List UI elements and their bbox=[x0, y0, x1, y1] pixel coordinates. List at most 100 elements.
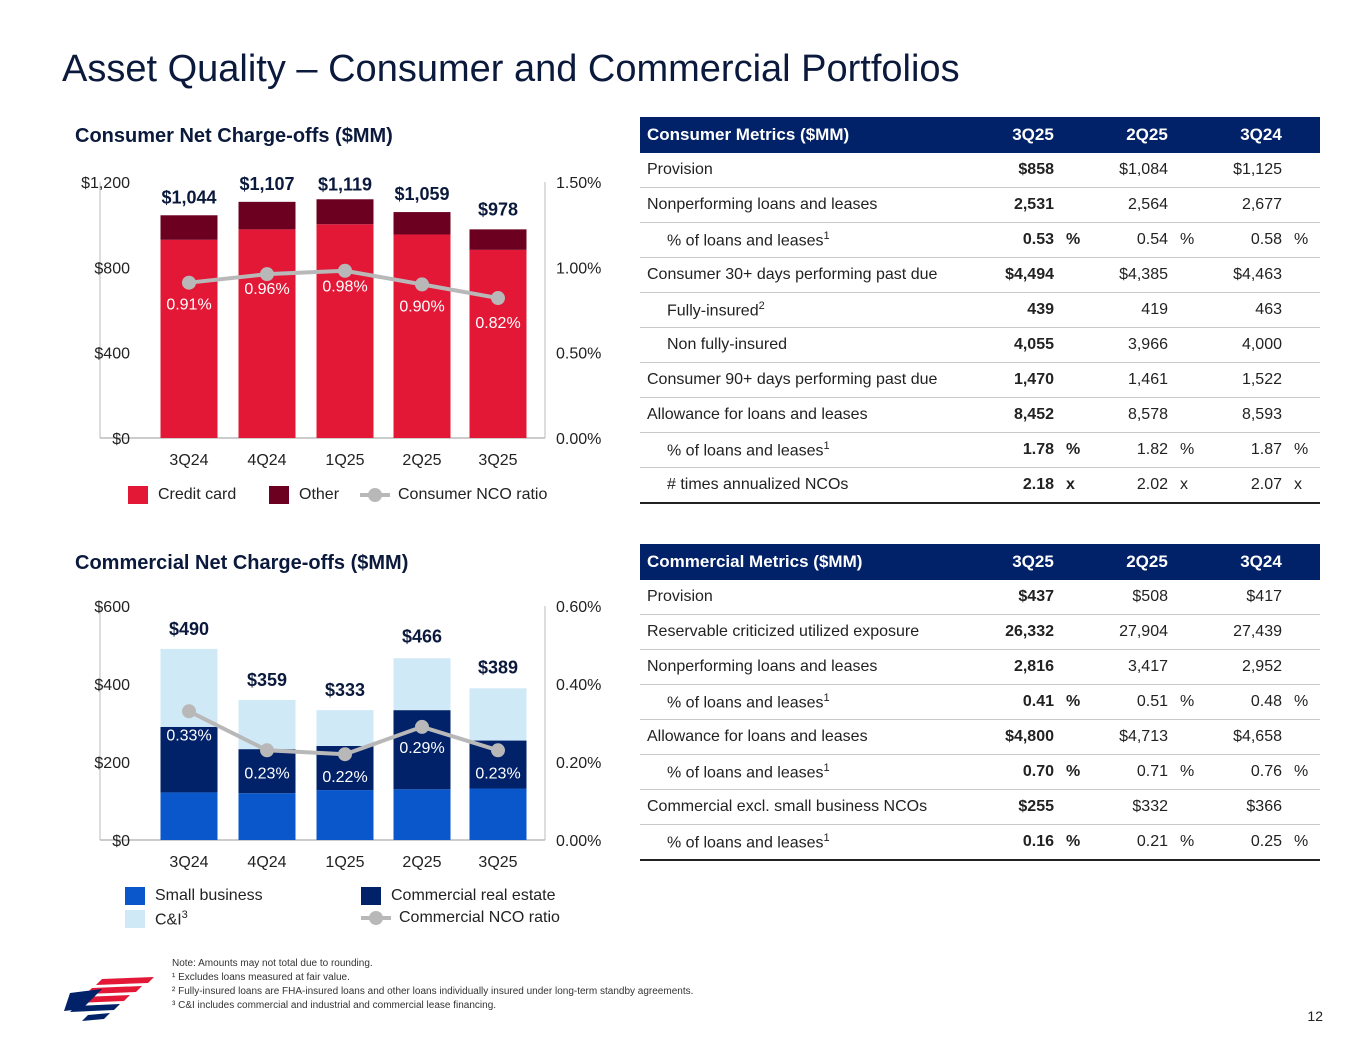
bar-small-business bbox=[393, 789, 451, 840]
cell-unit bbox=[1286, 292, 1320, 328]
row-label: % of loans and leases1 bbox=[640, 824, 978, 861]
cell-value: 0.58 bbox=[1206, 222, 1286, 258]
bar-c-i bbox=[469, 688, 527, 741]
nco-ratio-label: 0.91% bbox=[166, 297, 211, 314]
cell-value: 1.82 bbox=[1092, 432, 1172, 468]
bank-flag-logo bbox=[64, 977, 154, 1021]
x-tick-label: 3Q25 bbox=[478, 854, 517, 871]
bar-small-business bbox=[316, 790, 374, 840]
cell-unit bbox=[1058, 719, 1092, 755]
footnote-ref: 2 bbox=[758, 299, 765, 312]
legend-label: Credit card bbox=[158, 486, 237, 503]
bar-total-label: $1,119 bbox=[318, 174, 372, 194]
cell-value: $508 bbox=[1092, 580, 1172, 615]
column-header: 2Q25 bbox=[1092, 117, 1206, 153]
cell-value: 2.02 bbox=[1092, 467, 1172, 504]
footnote-ref: 1 bbox=[823, 761, 830, 774]
cell-value: $332 bbox=[1092, 789, 1172, 825]
cell-unit bbox=[1286, 153, 1320, 188]
cell-value: $4,658 bbox=[1206, 719, 1286, 755]
nco-ratio-point bbox=[491, 291, 505, 306]
cell-value: 27,439 bbox=[1206, 614, 1286, 650]
legend-item: Credit card bbox=[128, 486, 236, 504]
row-label: Fully-insured2 bbox=[640, 292, 978, 328]
row-label: Nonperforming loans and leases bbox=[640, 649, 978, 685]
row-label-text: Provision bbox=[647, 161, 713, 178]
row-label: Nonperforming loans and leases bbox=[640, 187, 978, 223]
legend-item: Commercial NCO ratio bbox=[361, 909, 560, 927]
legend-item: Consumer NCO ratio bbox=[360, 486, 547, 504]
cell-unit bbox=[1172, 397, 1206, 433]
nco-ratio-label: 0.98% bbox=[322, 279, 367, 296]
row-label: % of loans and leases1 bbox=[640, 684, 978, 720]
cell-unit: % bbox=[1286, 684, 1320, 720]
bar-other bbox=[316, 199, 374, 225]
cell-value: $417 bbox=[1206, 580, 1286, 615]
consumer-metrics-table: Consumer Metrics ($MM) 3Q25 2Q25 3Q24 Provis… bbox=[640, 117, 1320, 504]
cell-unit: % bbox=[1172, 754, 1206, 790]
nco-ratio-label: 0.33% bbox=[166, 727, 211, 744]
cell-value: 0.25 bbox=[1206, 824, 1286, 861]
cell-unit: % bbox=[1286, 754, 1320, 790]
table-row: % of loans and leases1 0.41% 0.51% 0.48% bbox=[640, 684, 1320, 720]
cell-value: 8,452 bbox=[978, 397, 1058, 433]
row-label: % of loans and leases1 bbox=[640, 754, 978, 790]
cell-value: 0.21 bbox=[1092, 824, 1172, 861]
cell-unit: % bbox=[1058, 754, 1092, 790]
legend-item: Other bbox=[269, 486, 339, 504]
y2-tick-label: 0.40% bbox=[556, 677, 601, 694]
row-label-text: % of loans and leases bbox=[667, 834, 824, 852]
cell-value: 8,578 bbox=[1092, 397, 1172, 433]
nco-ratio-point bbox=[260, 743, 274, 758]
cell-value: 1.87 bbox=[1206, 432, 1286, 468]
cell-unit: % bbox=[1172, 824, 1206, 861]
legend-item: Commercial real estate bbox=[361, 887, 556, 905]
cell-unit: x bbox=[1058, 467, 1092, 504]
cell-value: $4,800 bbox=[978, 719, 1058, 755]
legend-swatch bbox=[125, 910, 145, 929]
bar-total-label: $978 bbox=[478, 199, 518, 219]
consumer-nco-chart: $0 $400 $800 $1,200 0.00% 0.50% 1.00% 1.50% 3Q24… bbox=[81, 174, 601, 469]
column-header: 3Q24 bbox=[1206, 117, 1320, 153]
cell-value: $4,385 bbox=[1092, 257, 1172, 293]
table-row: Reservable criticized utilized exposure 2… bbox=[640, 614, 1320, 650]
cell-unit: x bbox=[1286, 467, 1320, 504]
nco-ratio-point bbox=[338, 263, 352, 278]
cell-unit: % bbox=[1286, 432, 1320, 468]
consumer-chart-legend: Credit card Other Consumer NCO ratio bbox=[128, 486, 578, 510]
row-label-text: Nonperforming loans and leases bbox=[647, 196, 878, 213]
row-label: % of loans and leases1 bbox=[640, 222, 978, 258]
row-label-text: # times annualized NCOs bbox=[667, 476, 849, 493]
cell-unit: % bbox=[1172, 432, 1206, 468]
cell-unit: % bbox=[1286, 222, 1320, 258]
bar-commercial-real-estate bbox=[160, 726, 218, 793]
row-label: Allowance for loans and leases bbox=[640, 397, 978, 433]
legend-label: C&I3 bbox=[155, 909, 188, 929]
row-label: # times annualized NCOs bbox=[640, 467, 978, 504]
bar-total-label: $389 bbox=[478, 657, 518, 677]
y-tick-label: $200 bbox=[94, 755, 130, 772]
bar-credit-card bbox=[160, 239, 218, 438]
legend-label: Commercial NCO ratio bbox=[399, 909, 560, 926]
x-tick-label: 3Q24 bbox=[169, 854, 208, 871]
cell-unit: % bbox=[1172, 222, 1206, 258]
bar-total-label: $490 bbox=[169, 619, 209, 639]
table-row: % of loans and leases1 0.16% 0.21% 0.25% bbox=[640, 824, 1320, 861]
cell-unit bbox=[1058, 187, 1092, 223]
cell-unit bbox=[1058, 649, 1092, 685]
cell-unit bbox=[1172, 362, 1206, 398]
legend-line-marker bbox=[361, 909, 391, 927]
row-label: Provision bbox=[640, 153, 978, 188]
legend-line-marker bbox=[360, 486, 390, 504]
cell-value: 0.70 bbox=[978, 754, 1058, 790]
row-label-text: Commercial excl. small business NCOs bbox=[647, 798, 928, 815]
bar-other bbox=[469, 229, 527, 250]
row-label-text: % of loans and leases bbox=[667, 232, 824, 250]
cell-value: 0.16 bbox=[978, 824, 1058, 861]
cell-value: 2,531 bbox=[978, 187, 1058, 223]
cell-value: 1,461 bbox=[1092, 362, 1172, 398]
nco-ratio-label: 0.23% bbox=[475, 765, 520, 782]
cell-unit bbox=[1172, 257, 1206, 293]
nco-ratio-point bbox=[415, 277, 429, 292]
page-number: 12 bbox=[1307, 1008, 1323, 1024]
